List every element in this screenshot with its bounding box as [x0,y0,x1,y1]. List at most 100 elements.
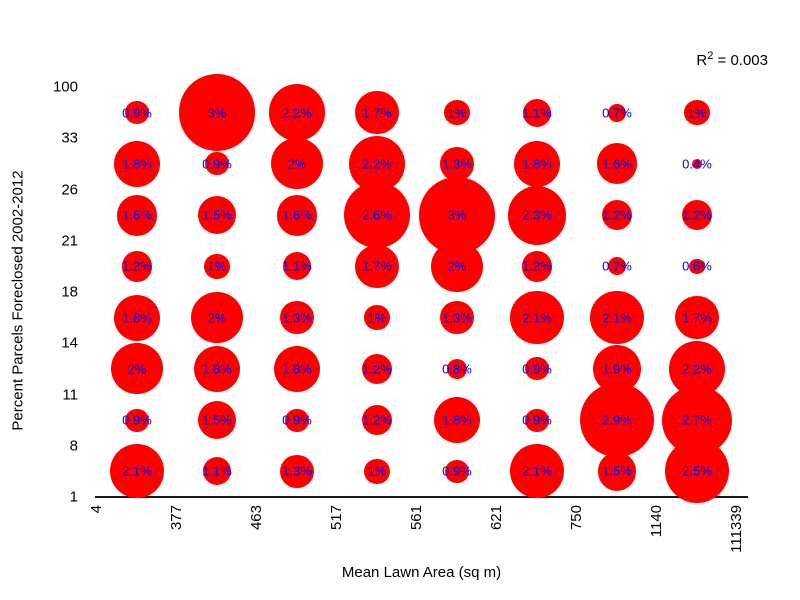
bubble-value-label: 2.3% [522,207,552,223]
bubble [510,290,564,345]
x-tick-label: 621 [488,505,505,531]
bubble-value-label: 0.6% [682,258,712,274]
bubble [204,253,230,280]
y-tick-label: 14 [61,334,78,352]
bubble-value-label: 2.6% [362,207,392,223]
bubble [364,458,390,485]
bubble-value-label: 1.8% [522,156,552,172]
bubble-value-label: 1% [687,105,707,121]
bubble [110,444,164,499]
bubble-value-label: 3% [447,207,467,223]
x-axis-line [95,496,748,498]
bubble [343,181,411,249]
bubble-value-label: 2.2% [282,105,312,121]
bubble-value-label: 2.2% [682,361,712,377]
y-tick-label: 100 [52,78,78,96]
x-axis-title: Mean Lawn Area (sq m) [341,564,502,581]
bubble [608,257,626,276]
bubble [513,140,561,187]
bubble-value-label: 1.3% [282,310,312,326]
y-tick-label: 1 [69,488,78,506]
bubble-value-label: 0.7% [602,105,632,121]
bubble [445,459,469,483]
bubble-value-label: 2.1% [522,310,552,326]
bubble [525,357,549,381]
bubble [113,294,161,341]
bubble-value-label: 1.3% [282,463,312,479]
x-tick-label: 463 [248,505,265,531]
bubble-value-label: 1.7% [682,310,712,326]
bubble-value-label: 1.1% [282,258,312,274]
bubble-value-label: 1% [367,310,387,326]
bubble [510,444,564,499]
bubble-value-label: 2% [287,156,307,172]
x-tick-label: 561 [408,505,425,531]
bubble-value-label: 1.2% [682,207,712,223]
bubble [681,199,713,231]
bubble [596,143,638,185]
x-tick-label: 1140 [648,505,665,538]
bubble [665,439,729,504]
bubble [273,345,321,392]
bubble [285,408,309,432]
bubble-value-label: 1.2% [602,207,632,223]
y-tick-label: 11 [62,386,78,403]
bubble [268,84,326,141]
bubble-value-label: 1.8% [122,310,152,326]
x-tick-label: 377 [168,505,185,531]
r-squared-exponent: 2 [707,50,714,62]
bubble [116,194,158,236]
bubble-value-label: 0.9% [202,156,232,172]
bubble-value-label: 1.7% [362,258,392,274]
bubble-value-label: 1.2% [362,412,392,428]
r-squared-annotation: R2 = 0.003 [696,50,768,69]
r-squared-value: = 0.003 [713,52,768,69]
bubble-value-label: 0.9% [282,412,312,428]
bubble [689,258,705,275]
bubble [355,90,399,135]
bubble-value-label: 1.2% [362,361,392,377]
bubble [507,185,567,245]
bubble-value-label: 1% [207,258,227,274]
bubble-value-label: 2.1% [602,310,632,326]
bubble-value-label: 1.1% [202,463,232,479]
x-tick-label: 111339 [728,505,745,553]
bubble-value-label: 1% [447,105,467,121]
bubble-value-label: 0.8% [442,361,472,377]
y-tick-label: 26 [61,181,78,198]
bubble [418,176,496,254]
bubble [125,408,149,432]
bubble-value-label: 1.8% [442,412,472,428]
bubble-value-label: 0.4% [682,156,712,172]
bubble [444,99,470,126]
bubble [197,400,237,440]
bubble [364,304,390,331]
bubble-value-label: 3% [207,105,227,121]
bubble [197,195,237,235]
bubble [433,397,481,444]
y-tick-label: 18 [61,283,78,301]
bubble [440,300,474,335]
bubble-value-label: 1.3% [442,310,472,326]
bubble [205,152,229,176]
bubble-value-label: 0.9% [442,463,472,479]
bubble-value-label: 1.6% [282,207,312,223]
bubble [431,240,483,292]
bubble-value-label: 1.7% [362,105,392,121]
bubble-value-label: 1.8% [122,156,152,172]
bubble [113,140,161,187]
bubble [601,199,633,231]
bubble [125,101,149,125]
bubble-value-label: 0.9% [522,361,552,377]
bubble [280,300,314,335]
bubble [691,158,703,169]
bubble-value-label: 0.9% [122,105,152,121]
bubble-value-label: 2.1% [122,463,152,479]
bubble-value-label: 2.9% [602,412,632,428]
bubble-value-label: 1.5% [202,412,232,428]
bubble [675,295,719,340]
bubble [361,404,393,436]
bubble-value-label: 0.7% [602,258,632,274]
y-tick-label: 8 [69,437,78,455]
